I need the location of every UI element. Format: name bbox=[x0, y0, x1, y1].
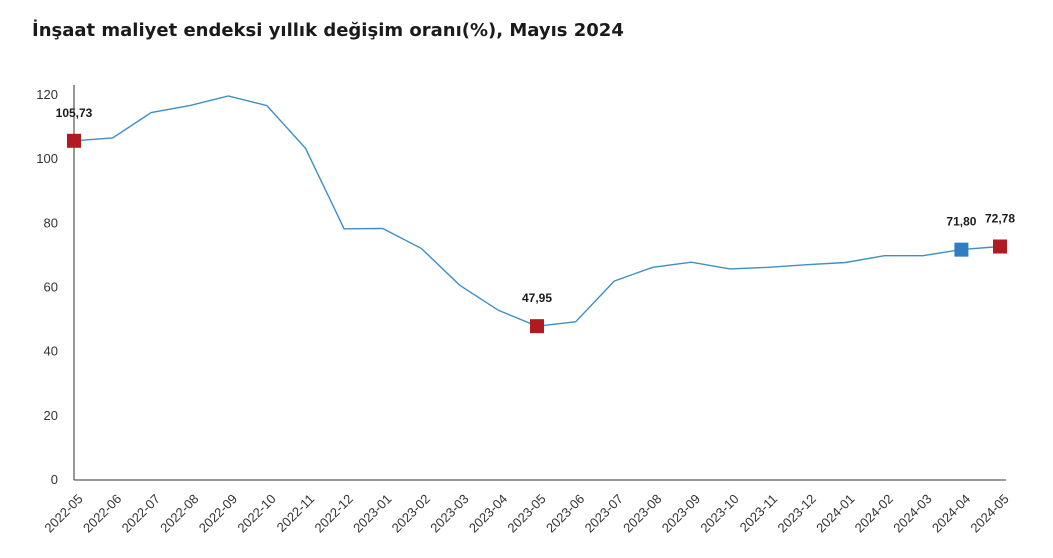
markers-layer bbox=[67, 133, 1007, 334]
data-label: 105,73 bbox=[56, 106, 93, 120]
x-tick-label: 2023-08 bbox=[620, 491, 664, 535]
data-label: 71,80 bbox=[946, 215, 976, 229]
x-tick-label: 2023-01 bbox=[350, 491, 394, 535]
axes bbox=[73, 85, 1006, 481]
x-tick-label: 2024-04 bbox=[929, 491, 973, 535]
x-tick-label: 2023-09 bbox=[659, 491, 703, 535]
x-tick-label: 2023-03 bbox=[427, 491, 471, 535]
x-tick-label: 2023-06 bbox=[543, 491, 587, 535]
x-tick-label: 2023-04 bbox=[466, 491, 510, 535]
x-tick-label: 2024-01 bbox=[813, 491, 857, 535]
x-tick-label: 2022-07 bbox=[119, 491, 163, 535]
y-tick-label: 120 bbox=[36, 87, 58, 102]
x-tick-label: 2023-07 bbox=[582, 491, 626, 535]
data-label: 47,95 bbox=[522, 291, 552, 305]
x-tick-label: 2022-10 bbox=[234, 491, 278, 535]
x-tick-label: 2022-05 bbox=[41, 491, 85, 535]
y-tick-label: 20 bbox=[44, 408, 58, 423]
x-tick-label: 2023-11 bbox=[737, 491, 781, 535]
x-tick-label: 2024-05 bbox=[967, 491, 1011, 535]
y-tick-label: 80 bbox=[44, 215, 58, 230]
highlight-marker bbox=[993, 239, 1007, 254]
x-tick-label: 2023-05 bbox=[504, 491, 548, 535]
tick-labels: 0204060801001202022-052022-062022-072022… bbox=[36, 87, 1011, 536]
highlight-marker bbox=[954, 242, 969, 257]
x-tick-label: 2022-06 bbox=[80, 491, 124, 535]
x-tick-label: 2024-02 bbox=[852, 491, 896, 535]
x-tick-label: 2022-11 bbox=[274, 491, 318, 535]
x-tick-label: 2023-12 bbox=[775, 491, 819, 535]
y-tick-label: 0 bbox=[51, 472, 58, 487]
x-tick-label: 2022-09 bbox=[196, 491, 240, 535]
x-tick-label: 2024-03 bbox=[890, 491, 934, 535]
data-label: 72,78 bbox=[985, 211, 1015, 225]
data-labels-layer: 105,73 47,95 71,80 72,78 bbox=[56, 106, 1016, 305]
chart-title: İnşaat maliyet endeksi yıllık değişim or… bbox=[32, 20, 624, 41]
x-tick-label: 2022-08 bbox=[157, 491, 201, 535]
x-tick-label: 2023-10 bbox=[697, 491, 741, 535]
x-tick-label: 2022-12 bbox=[312, 491, 356, 535]
highlight-marker bbox=[530, 319, 544, 334]
y-tick-label: 60 bbox=[44, 280, 58, 295]
y-tick-label: 100 bbox=[36, 151, 58, 166]
x-tick-label: 2023-02 bbox=[389, 491, 433, 535]
y-tick-label: 40 bbox=[44, 344, 58, 359]
highlight-marker bbox=[67, 133, 81, 148]
